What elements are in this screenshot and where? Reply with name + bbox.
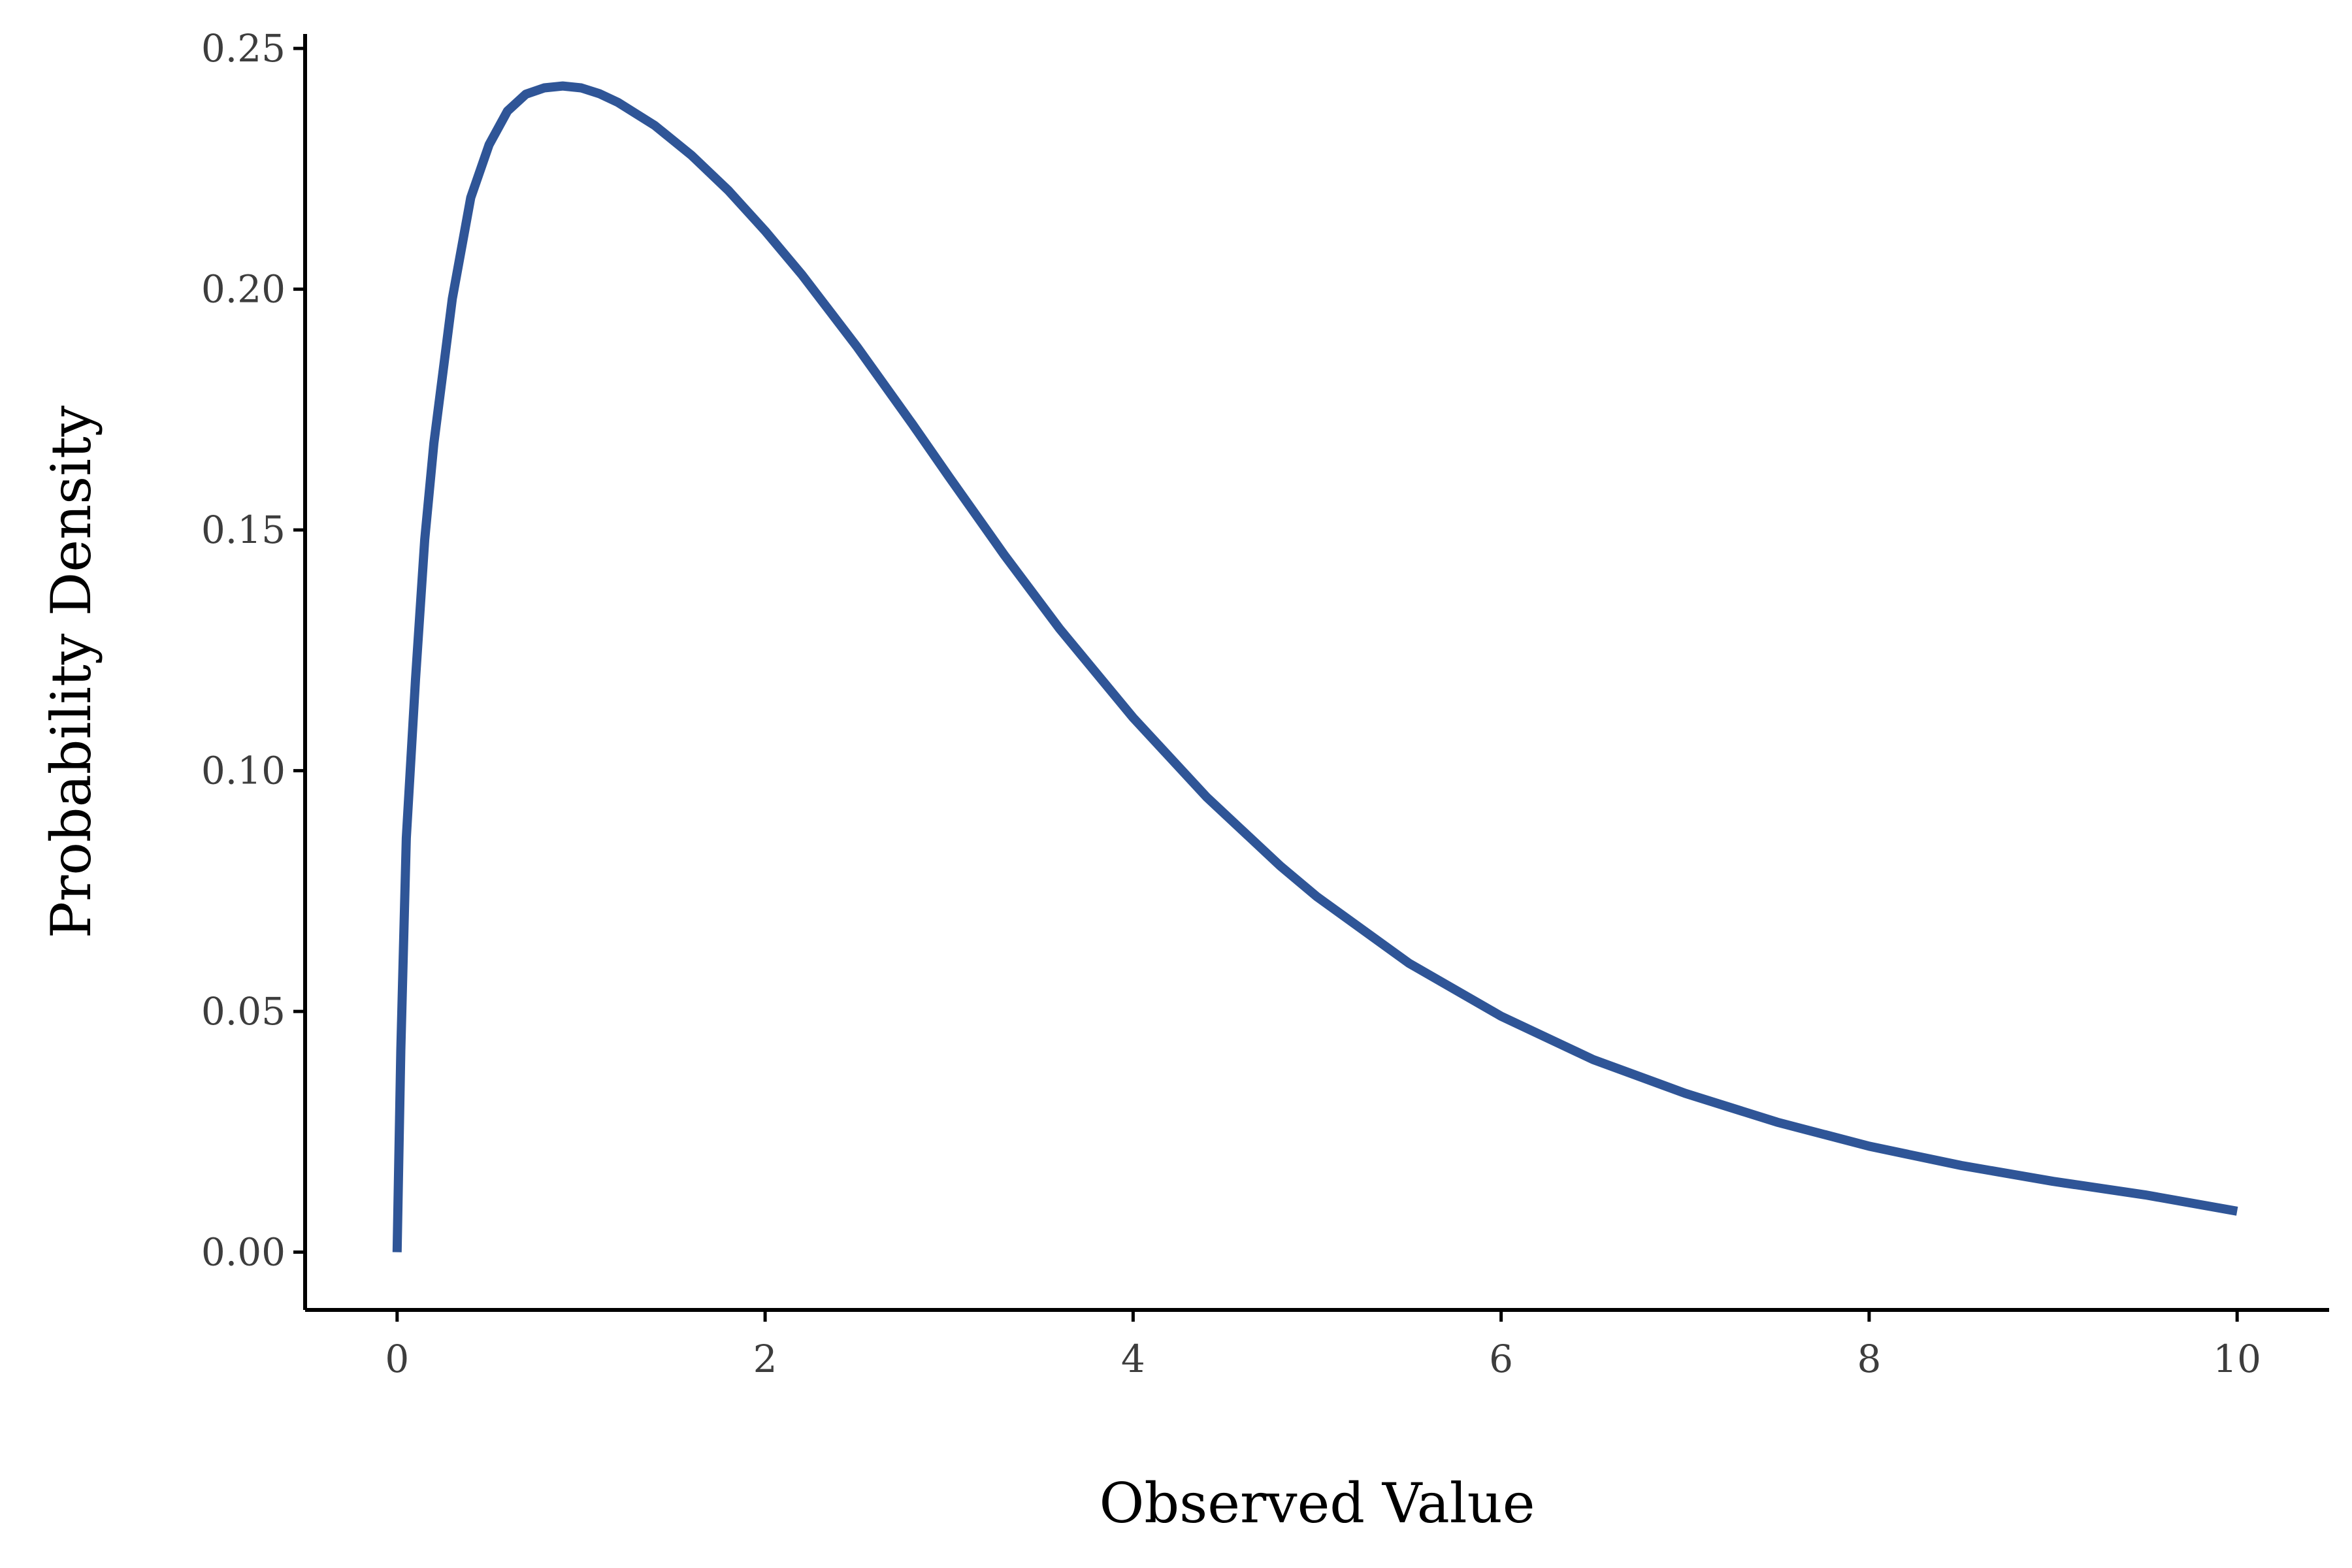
plot-series <box>392 81 2238 1252</box>
x-tick-label: 4 <box>1121 1337 1145 1381</box>
x-tick-label: 6 <box>1489 1337 1513 1381</box>
x-axis: 0 2 4 6 8 10 <box>305 1308 2329 1381</box>
y-tick-label: 0.15 <box>201 508 286 552</box>
y-tick-label: 0.10 <box>201 749 286 793</box>
y-tick-label: 0.00 <box>201 1230 286 1275</box>
x-tick-label: 2 <box>753 1337 777 1381</box>
density-curve-line <box>392 81 2238 1252</box>
x-tick-label: 8 <box>1857 1337 1881 1381</box>
y-axis-title: Probability Density <box>39 405 103 938</box>
y-tick-label: 0.20 <box>201 267 286 312</box>
y-tick-label: 0.25 <box>201 26 286 71</box>
x-tick-label: 10 <box>2213 1337 2261 1381</box>
y-tick-label: 0.05 <box>201 989 286 1034</box>
x-axis-title: Observed Value <box>1100 1471 1535 1535</box>
x-tick-label: 0 <box>385 1337 409 1381</box>
y-axis: 0.00 0.05 0.10 0.15 0.20 0.25 <box>201 26 307 1310</box>
